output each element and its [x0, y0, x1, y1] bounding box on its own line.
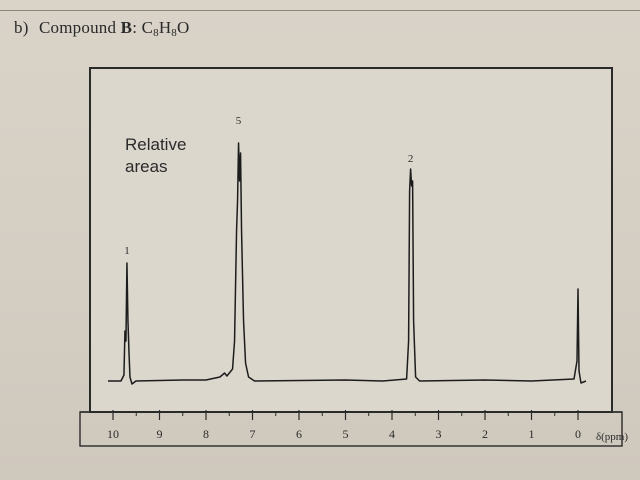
x-tick-label-6: 6 [296, 427, 302, 441]
x-tick-label-0: 0 [575, 427, 581, 441]
relative-areas-annotation: Relative areas [125, 135, 191, 176]
x-axis-box [79, 411, 623, 447]
plot-frame [89, 67, 613, 413]
x-tick-label-10: 10 [107, 427, 119, 441]
peak-area-label-5: 5 [236, 115, 242, 127]
compound-word: Compound [39, 18, 117, 37]
formula-count-h: 8 [171, 27, 177, 39]
peak-area-label-2: 2 [408, 153, 414, 165]
x-tick-label-1: 1 [529, 427, 535, 441]
x-axis-ticks [112, 410, 579, 420]
part-label: b) [14, 18, 29, 37]
formula-element-c: C [141, 18, 154, 37]
formula: C8H8O [141, 18, 190, 39]
x-tick-label-5: 5 [343, 427, 349, 441]
x-axis-label: δ(ppm) [596, 431, 628, 443]
x-tick-label-9: 9 [157, 427, 163, 441]
page-top-rule [0, 10, 640, 11]
x-tick-label-8: 8 [203, 427, 209, 441]
formula-separator: : [132, 18, 142, 37]
x-tick-label-3: 3 [436, 427, 442, 441]
formula-element-o: O [177, 18, 190, 37]
section-heading: b) Compound B: C8H8O [14, 18, 189, 39]
formula-element-h: H [158, 18, 172, 37]
x-tick-label-2: 2 [482, 427, 488, 441]
peak-area-label-1: 1 [124, 245, 130, 257]
x-axis-tick-labels: 10 9 8 7 6 5 4 3 2 1 0 [107, 427, 581, 441]
peak-area-labels: 1 5 2 [124, 115, 413, 257]
formula-count-c: 8 [153, 27, 159, 39]
x-tick-label-4: 4 [389, 427, 395, 441]
x-tick-label-7: 7 [250, 427, 256, 441]
spectrum-trace [108, 142, 587, 385]
compound-letter: B [120, 18, 133, 37]
